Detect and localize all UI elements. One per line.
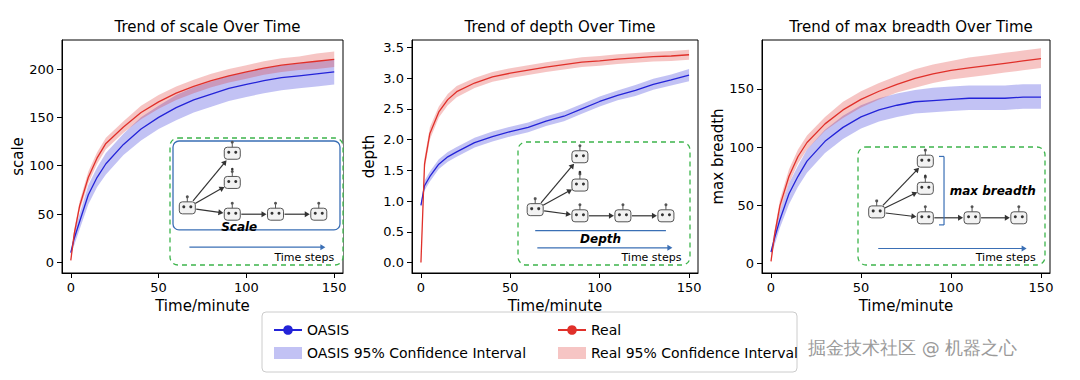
svg-text:Trend of scale Over Time: Trend of scale Over Time bbox=[113, 18, 300, 36]
svg-text:50: 50 bbox=[502, 280, 519, 295]
svg-text:150: 150 bbox=[322, 280, 347, 295]
svg-text:100: 100 bbox=[729, 140, 754, 155]
svg-text:Real 95% Confidence Interval: Real 95% Confidence Interval bbox=[591, 345, 798, 361]
svg-text:3.5: 3.5 bbox=[383, 40, 404, 55]
svg-text:Trend of depth Over Time: Trend of depth Over Time bbox=[463, 18, 655, 36]
svg-text:0: 0 bbox=[767, 280, 775, 295]
svg-text:2.5: 2.5 bbox=[383, 101, 404, 116]
svg-text:0.5: 0.5 bbox=[383, 224, 404, 239]
svg-text:Time/minute: Time/minute bbox=[154, 297, 250, 315]
svg-text:掘金技术社区 @ 机器之心: 掘金技术社区 @ 机器之心 bbox=[808, 337, 1017, 358]
svg-text:max breadth: max breadth bbox=[709, 108, 727, 204]
svg-text:3.0: 3.0 bbox=[383, 71, 404, 86]
svg-text:200: 200 bbox=[29, 62, 54, 77]
svg-text:0: 0 bbox=[746, 256, 754, 271]
svg-text:Time steps: Time steps bbox=[620, 251, 681, 264]
svg-text:0.0: 0.0 bbox=[383, 255, 404, 270]
svg-text:OASIS: OASIS bbox=[307, 322, 349, 338]
svg-text:150: 150 bbox=[1029, 280, 1054, 295]
svg-text:Scale: Scale bbox=[221, 220, 257, 234]
svg-text:100: 100 bbox=[29, 158, 54, 173]
svg-text:Time steps: Time steps bbox=[273, 251, 334, 264]
svg-text:150: 150 bbox=[677, 280, 702, 295]
svg-text:2.0: 2.0 bbox=[383, 132, 404, 147]
svg-text:50: 50 bbox=[37, 207, 54, 222]
svg-text:OASIS 95% Confidence Interval: OASIS 95% Confidence Interval bbox=[307, 345, 526, 361]
svg-text:1.5: 1.5 bbox=[383, 163, 404, 178]
svg-text:150: 150 bbox=[29, 110, 54, 125]
svg-text:max breadth: max breadth bbox=[950, 184, 1036, 198]
svg-text:0: 0 bbox=[417, 280, 425, 295]
svg-text:Time steps: Time steps bbox=[975, 251, 1036, 264]
svg-text:scale: scale bbox=[9, 137, 27, 176]
svg-text:1.0: 1.0 bbox=[383, 194, 404, 209]
svg-text:100: 100 bbox=[939, 280, 964, 295]
svg-text:depth: depth bbox=[360, 135, 378, 179]
svg-text:Trend of max breadth Over Time: Trend of max breadth Over Time bbox=[788, 18, 1033, 36]
svg-text:Depth: Depth bbox=[580, 232, 621, 246]
svg-text:50: 50 bbox=[150, 280, 167, 295]
svg-text:Time/minute: Time/minute bbox=[858, 297, 954, 315]
svg-text:50: 50 bbox=[853, 280, 870, 295]
svg-text:0: 0 bbox=[46, 255, 54, 270]
svg-text:0: 0 bbox=[67, 280, 75, 295]
svg-text:100: 100 bbox=[234, 280, 259, 295]
svg-text:Real: Real bbox=[591, 322, 621, 338]
svg-text:Time/minute: Time/minute bbox=[507, 297, 603, 316]
svg-text:150: 150 bbox=[729, 81, 754, 96]
svg-text:50: 50 bbox=[737, 198, 754, 213]
svg-text:100: 100 bbox=[587, 280, 612, 295]
